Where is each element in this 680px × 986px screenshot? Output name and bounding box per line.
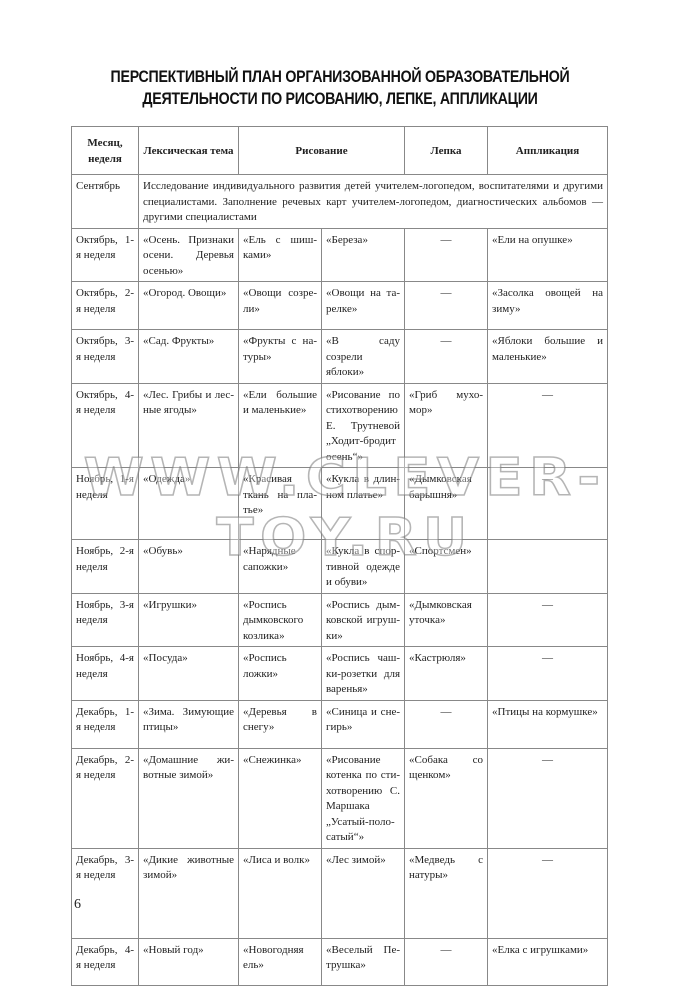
cell-applique: —	[487, 382, 609, 468]
cell-modeling: «Собака со щенком»	[404, 747, 489, 849]
table-row: Декабрь, 4-я неделя «Новый год» «Новогодня…	[71, 937, 609, 986]
cell-drawing-1: «Нарядные сапожки»	[238, 539, 322, 594]
cell-modeling: —	[404, 281, 489, 330]
cell-drawing-2: «Синица и сне­гирь»	[320, 699, 406, 749]
cell-modeling: —	[404, 329, 489, 384]
cell-topic: «Сад. Фрукты»	[138, 329, 239, 384]
cell-month: Ноябрь, 2-я неделя	[71, 539, 139, 594]
table-row: Ноябрь, 4-я неделя «Посуда» «Роспись ложки…	[71, 646, 609, 701]
cell-applique: —	[487, 592, 609, 647]
cell-modeling: «Спортсмен»	[404, 539, 489, 594]
table-row: Ноябрь, 3-я неделя «Игрушки» «Роспись дымк…	[71, 592, 609, 647]
cell-drawing-1: «Деревья в снегу»	[238, 699, 322, 749]
cell-modeling: —	[404, 227, 489, 282]
header-month: Месяц, неделя	[71, 126, 139, 175]
cell-drawing-2: «Овощи на та­релке»	[320, 281, 406, 330]
cell-applique: «Елка с игрушка­ми»	[487, 937, 609, 986]
cell-drawing-2: «В саду созрели яблоки»	[320, 329, 406, 384]
table-row: Октябрь, 3-я неделя «Сад. Фрукты» «Фрукты …	[71, 329, 609, 384]
page-title: ПЕРСПЕКТИВНЫЙ ПЛАН ОРГАНИЗОВАННОЙ ОБРАЗО…	[48, 66, 633, 110]
cell-applique: —	[487, 847, 609, 939]
cell-topic: «Обувь»	[138, 539, 239, 594]
cell-applique: «Засолка овощей на зиму»	[487, 281, 609, 330]
cell-modeling: «Дымковская барышня»	[404, 467, 489, 540]
cell-topic: «Игрушки»	[138, 592, 239, 647]
cell-september-note: Исследование индивидуального развития де…	[137, 174, 609, 229]
page-number: 6	[74, 897, 81, 912]
cell-drawing-1: «Красивая ткань на пла­тье»	[238, 467, 322, 540]
cell-topic: «Дикие животные зимой»	[138, 847, 239, 939]
cell-drawing-2: «Кукла в длин­ном платье»	[320, 467, 406, 540]
cell-topic: «Лес. Грибы и лес­ные ягоды»	[138, 382, 239, 468]
cell-month: Ноябрь, 4-я неделя	[71, 646, 139, 701]
cell-drawing-2: «Рисование по стихотворению Е. Трутневой…	[320, 382, 406, 468]
cell-modeling: —	[404, 937, 489, 986]
cell-drawing-2: «Роспись дым­ковской игруш­ки»	[320, 592, 406, 647]
cell-drawing-1: «Роспись дымковского козлика»	[238, 592, 322, 647]
cell-month: Октябрь, 1-я неделя	[71, 227, 139, 282]
cell-topic: «Посуда»	[138, 646, 239, 701]
cell-month: Сентябрь	[71, 174, 139, 229]
cell-month: Ноябрь, 1-я неделя	[71, 467, 139, 540]
cell-applique: —	[487, 747, 609, 849]
cell-month: Октябрь, 3-я неделя	[71, 329, 139, 384]
header-applique: Аппликация	[487, 126, 609, 175]
cell-drawing-1: «Овощи созре­ли»	[238, 281, 322, 330]
title-line-1: ПЕРСПЕКТИВНЫЙ ПЛАН ОРГАНИЗОВАННОЙ ОБРАЗО…	[110, 68, 570, 86]
header-topic: Лексическая тема	[138, 126, 239, 175]
header-drawing: Рисование	[237, 126, 406, 175]
cell-month: Ноябрь, 3-я неделя	[71, 592, 139, 647]
table-row-september: Сентябрь Исследование индивидуального ра…	[71, 174, 609, 229]
cell-drawing-2: «Лес зимой»	[320, 847, 406, 939]
cell-month: Декабрь, 2-я неделя	[71, 747, 139, 849]
cell-drawing-1: «Новогодняя ель»	[238, 937, 322, 986]
cell-topic: «Огород. Овощи»	[138, 281, 239, 330]
cell-drawing-2: «Рисование котенка по сти­хотворению С. …	[320, 747, 406, 849]
cell-drawing-1: «Ель с шиш­ками»	[238, 227, 322, 282]
cell-drawing-1: «Ели большие и маленькие»	[238, 382, 322, 468]
cell-month: Октябрь, 2-я неделя	[71, 281, 139, 330]
cell-applique: —	[487, 467, 609, 540]
cell-topic: «Новый год»	[138, 937, 239, 986]
cell-drawing-2: «Кукла в спор­тивной одежде и обуви»	[320, 539, 406, 594]
title-line-2: ДЕЯТЕЛЬНОСТИ ПО РИСОВАНИЮ, ЛЕПКЕ, АППЛИК…	[142, 90, 538, 108]
cell-applique: —	[487, 646, 609, 701]
plan-table: Месяц, неделя Лексическая тема Рисование…	[71, 126, 609, 986]
cell-drawing-1: «Снежинка»	[238, 747, 322, 849]
cell-modeling: «Дымковская уточка»	[404, 592, 489, 647]
cell-drawing-2: «Веселый Пе­трушка»	[320, 937, 406, 986]
cell-modeling: —	[404, 699, 489, 749]
table-row: Октябрь, 4-я неделя «Лес. Грибы и лес­ные…	[71, 382, 609, 468]
cell-modeling: «Гриб мухо­мор»	[404, 382, 489, 468]
header-modeling: Лепка	[404, 126, 489, 175]
cell-applique: «Яблоки большие и маленькие»	[487, 329, 609, 384]
cell-topic: «Зима. Зимующие птицы»	[138, 699, 239, 749]
cell-topic: «Домашние жи­вотные зимой»	[138, 747, 239, 849]
cell-modeling: «Медведь с натуры»	[404, 847, 489, 939]
cell-month: Декабрь, 1-я неделя	[71, 699, 139, 749]
cell-month: Декабрь, 3-я неделя	[71, 847, 139, 939]
cell-drawing-1: «Фрукты с на­туры»	[238, 329, 322, 384]
cell-drawing-2: «Береза»	[320, 227, 406, 282]
cell-drawing-1: «Лиса и волк»	[238, 847, 322, 939]
cell-month: Октябрь, 4-я неделя	[71, 382, 139, 468]
table-row: Ноябрь, 1-я неделя «Одежда» «Красивая ткан…	[71, 467, 609, 540]
table-row: Октябрь, 1-я неделя «Осень. Признаки осен…	[71, 227, 609, 282]
table-row: Декабрь, 1-я неделя «Зима. Зимующие птицы…	[71, 699, 609, 749]
table-row: Декабрь, 2-я неделя «Домашние жи­вотные з…	[71, 747, 609, 849]
cell-modeling: «Кастрюля»	[404, 646, 489, 701]
table-row: Октябрь, 2-я неделя «Огород. Овощи» «Овощи…	[71, 281, 609, 330]
cell-applique: «Птицы на кор­мушке»	[487, 699, 609, 749]
table-row: Декабрь, 3-я неделя «Дикие животные зимой…	[71, 847, 609, 939]
cell-topic: «Осень. Признаки осени. Деревья осенью»	[138, 227, 239, 282]
cell-month: Декабрь, 4-я неделя	[71, 937, 139, 986]
cell-drawing-2: «Роспись чаш­ки-розетки для варенья»	[320, 646, 406, 701]
cell-topic: «Одежда»	[138, 467, 239, 540]
cell-drawing-1: «Роспись ложки»	[238, 646, 322, 701]
cell-applique: «Ели на опушке»	[487, 227, 609, 282]
header-row: Месяц, неделя Лексическая тема Рисование…	[71, 126, 609, 175]
table-row: Ноябрь, 2-я неделя «Обувь» «Нарядные сапож…	[71, 539, 609, 594]
cell-applique	[487, 539, 609, 594]
